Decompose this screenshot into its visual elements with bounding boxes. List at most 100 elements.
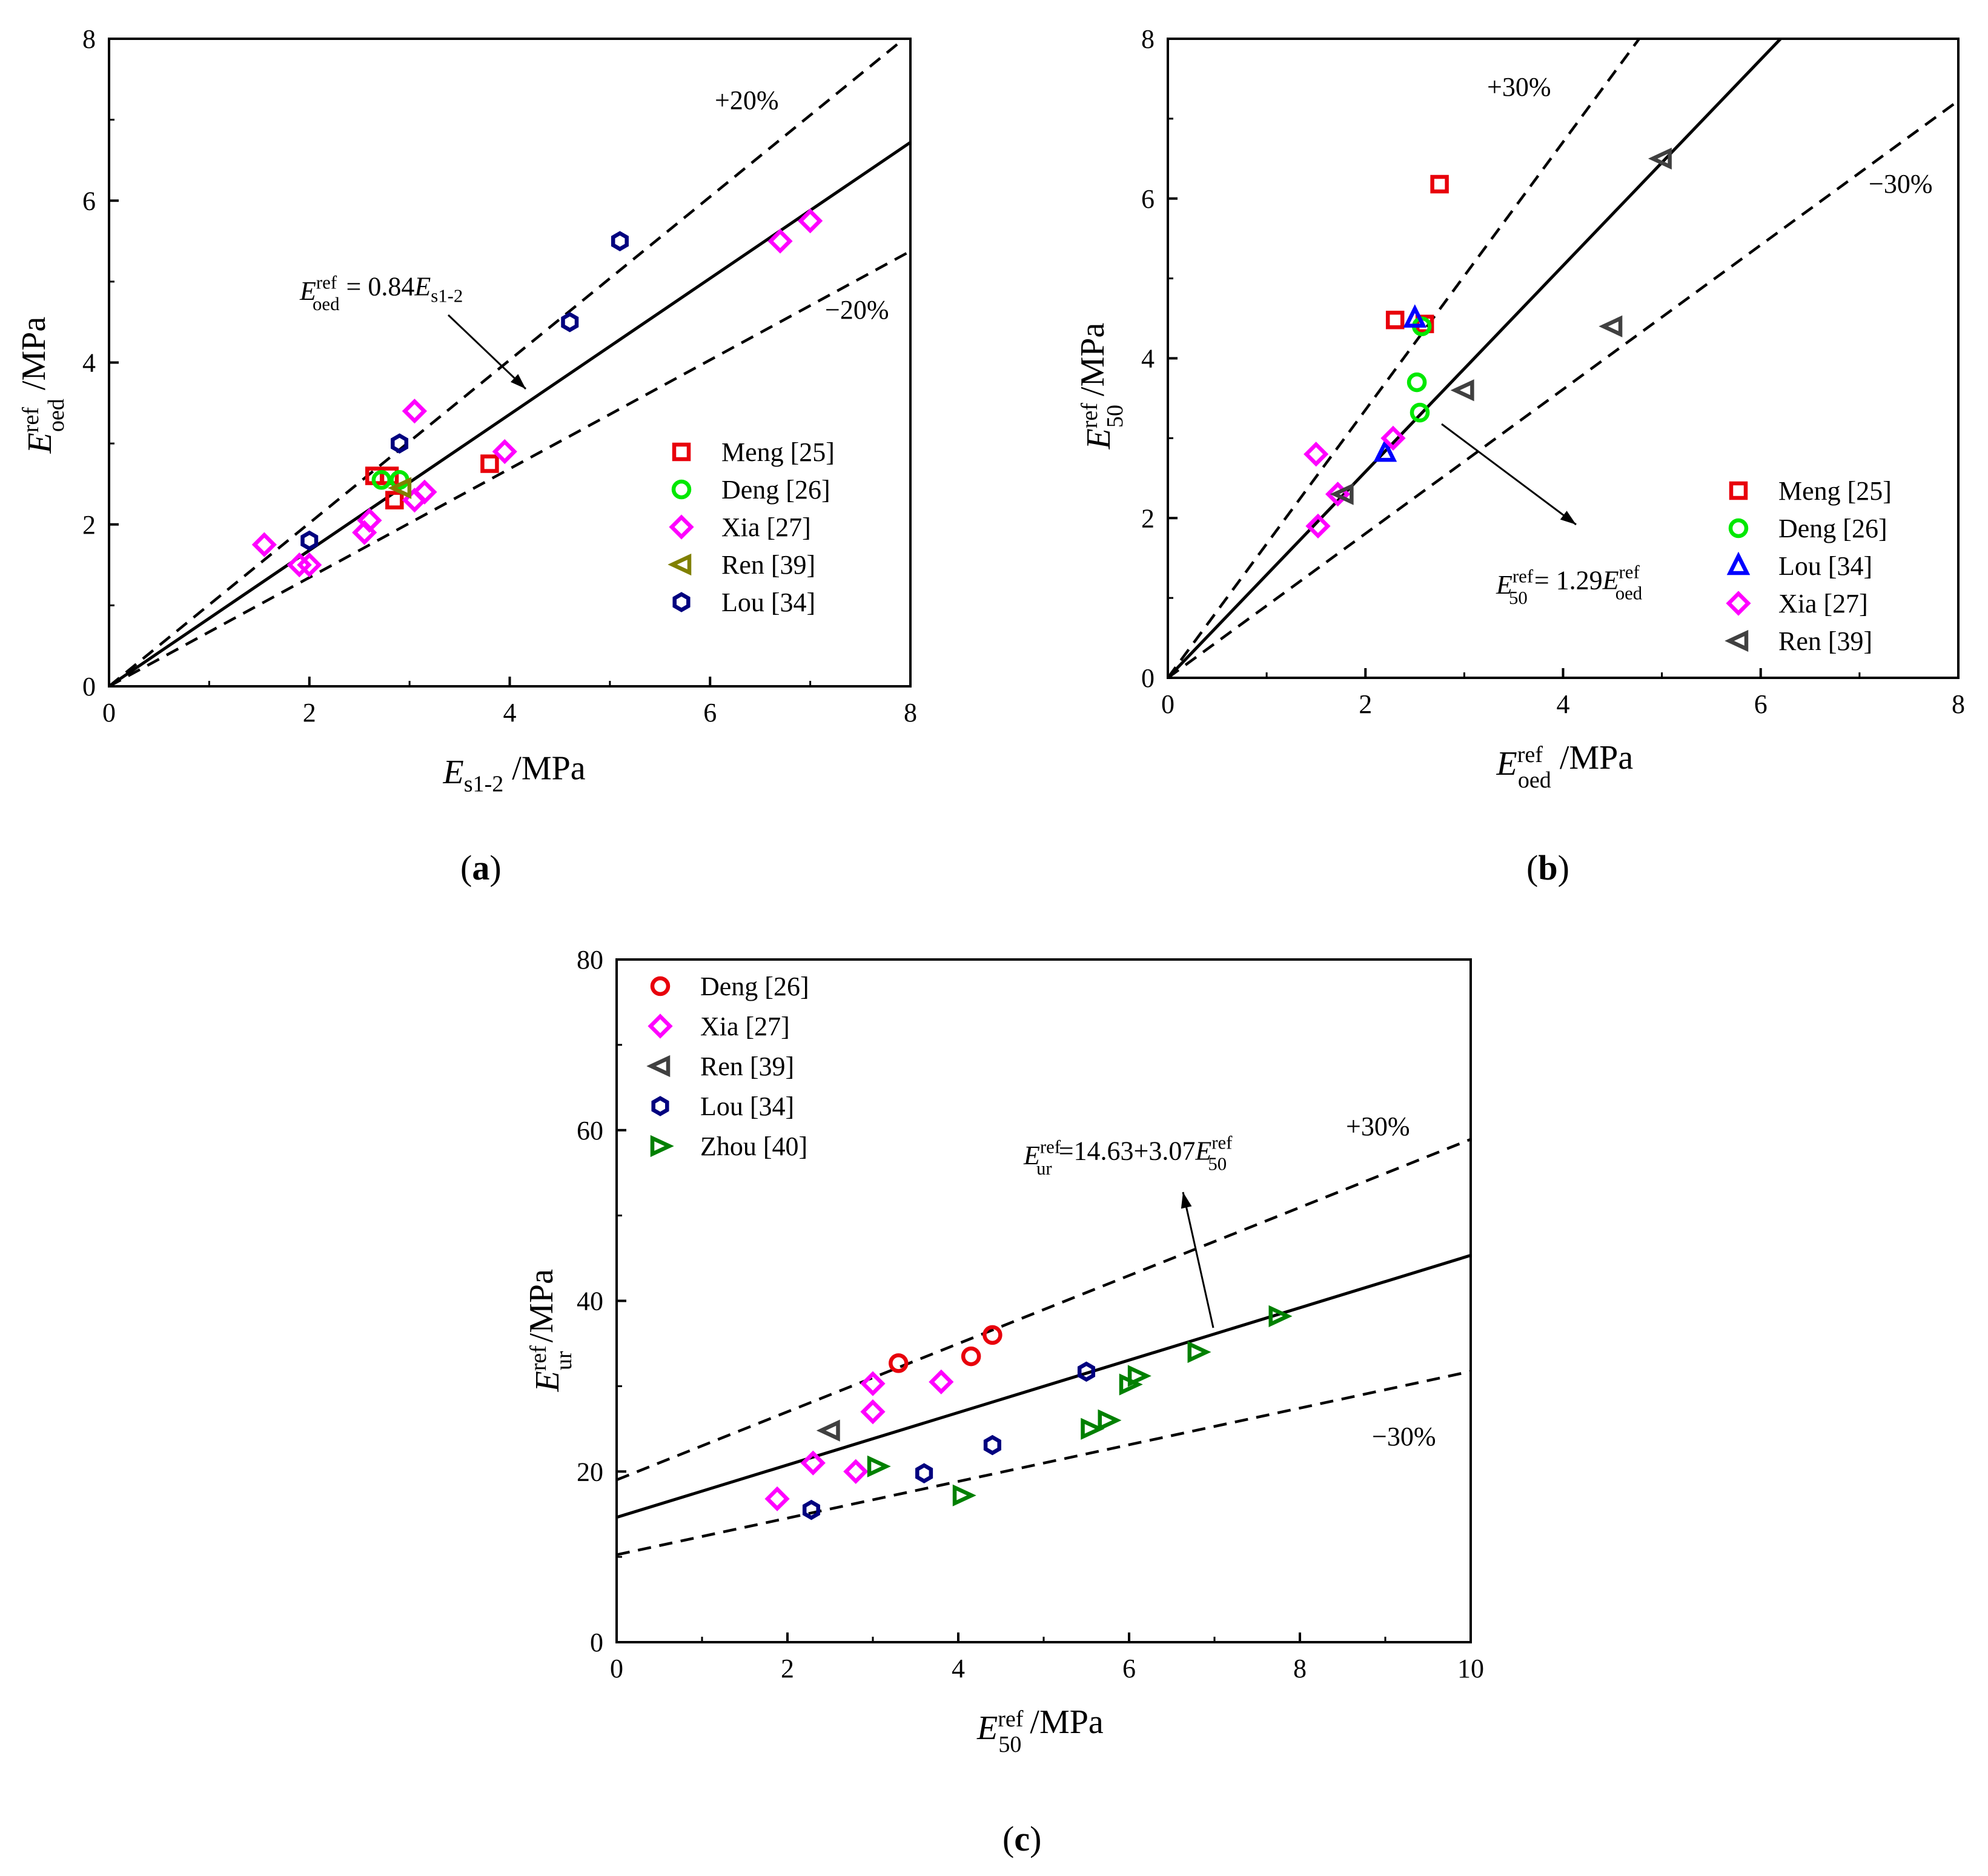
series-xia xyxy=(764,1369,954,1511)
data-point xyxy=(764,1486,790,1511)
series-deng xyxy=(1407,316,1432,423)
x-tick-label: 8 xyxy=(1952,689,1965,719)
fit-lines xyxy=(1168,39,1958,678)
data-point xyxy=(961,1346,981,1367)
y-axis-label: Erefur /MPa xyxy=(523,1269,577,1393)
data-point xyxy=(251,532,277,557)
legend-label: Meng [25] xyxy=(721,437,835,467)
legend-label: Xia [27] xyxy=(721,512,811,542)
series-meng xyxy=(1385,174,1449,334)
data-point xyxy=(391,433,409,454)
data-point xyxy=(860,1371,886,1396)
arrow-shaft xyxy=(1441,423,1577,526)
data-point xyxy=(357,508,382,533)
label-unit: /MPa xyxy=(1074,323,1112,405)
legend-marker xyxy=(650,976,671,996)
arrow-shaft xyxy=(447,314,527,390)
label-sup: ref xyxy=(526,1345,551,1371)
lower-band-label: −30% xyxy=(1372,1422,1436,1451)
legend-marker xyxy=(648,1013,673,1039)
x-tick-label: 6 xyxy=(703,698,717,728)
label-var: E xyxy=(1080,428,1118,449)
data-point xyxy=(371,470,392,490)
x-axis-label: Es1-2 /MPa xyxy=(443,750,586,797)
label-unit: /MPa xyxy=(523,1269,560,1351)
legend-marker xyxy=(672,442,691,462)
x-tick-label: 0 xyxy=(102,698,116,728)
y-tick-label: 60 xyxy=(577,1116,603,1145)
label-sub: s1-2 xyxy=(464,771,504,797)
panel-letter: b xyxy=(1538,848,1557,887)
data-point xyxy=(860,1399,886,1425)
y-tick-label: 40 xyxy=(577,1287,603,1316)
y-axis-label-group: Eref50 /MPa xyxy=(1074,323,1128,450)
legend-marker xyxy=(646,1055,671,1078)
data-point xyxy=(1127,1365,1151,1387)
eq-sup-2: ref xyxy=(1619,562,1640,582)
data-point xyxy=(767,228,793,254)
data-point xyxy=(287,552,312,578)
paren: ( xyxy=(1526,848,1538,887)
series-ren xyxy=(816,1419,840,1442)
upper-band-line xyxy=(109,39,907,686)
x-tick-label: 2 xyxy=(303,698,316,728)
x-tick-label: 8 xyxy=(1293,1654,1307,1683)
label-unit: /MPa xyxy=(1021,1703,1103,1741)
y-axis-label: Eref50 /MPa xyxy=(1074,323,1128,450)
data-point xyxy=(1305,513,1331,539)
eq-var: E xyxy=(1496,570,1513,600)
legend-label: Deng [26] xyxy=(1778,514,1887,543)
eq-var: E xyxy=(299,276,316,306)
arrow-shaft xyxy=(1182,1192,1214,1328)
arrow-head xyxy=(1560,511,1576,525)
data-point xyxy=(1410,402,1430,423)
y-axis-label-group: Erefur /MPa xyxy=(523,1269,577,1393)
label-sup: ref xyxy=(1517,742,1543,767)
eq-var: E xyxy=(1023,1141,1040,1170)
data-point xyxy=(1373,438,1397,462)
data-point xyxy=(1430,174,1449,194)
legend-marker xyxy=(1728,518,1749,539)
panel-letter: a xyxy=(472,848,489,887)
data-point xyxy=(982,1325,1002,1345)
data-point xyxy=(843,1459,869,1484)
eq-sub-2: s1-2 xyxy=(431,286,463,307)
data-point xyxy=(1380,425,1406,451)
label-unit: /MPa xyxy=(15,317,53,399)
label-sup: ref xyxy=(998,1706,1024,1732)
x-tick-label: 4 xyxy=(503,698,517,728)
label-sub: 50 xyxy=(998,1732,1021,1757)
data-point xyxy=(800,1450,826,1476)
eq-var-2: E xyxy=(1194,1136,1211,1166)
y-tick-label: 0 xyxy=(590,1628,603,1657)
data-point xyxy=(611,231,629,251)
label-sub: oed xyxy=(1518,767,1551,793)
y-tick-label: 8 xyxy=(1141,24,1155,54)
x-tick-label: 6 xyxy=(1122,1654,1136,1683)
x-tick-label: 6 xyxy=(1754,689,1768,719)
data-point xyxy=(929,1369,954,1394)
eq-sup-2: ref xyxy=(1211,1132,1233,1153)
x-tick-label: 4 xyxy=(952,1654,965,1683)
paren: ) xyxy=(1030,1819,1041,1858)
y-tick-label: 6 xyxy=(1141,184,1155,214)
upper-band-line xyxy=(1168,39,1641,678)
x-axis-label: Eref oed /MPa xyxy=(1496,739,1634,793)
x-tick-label: 2 xyxy=(781,1654,794,1683)
panel-letter: c xyxy=(1014,1819,1030,1858)
legend-label: Lou [34] xyxy=(721,588,815,617)
eq-var-2: E xyxy=(414,272,431,302)
data-point xyxy=(412,479,437,505)
data-point xyxy=(1330,483,1354,505)
eq-sup: ref xyxy=(316,273,337,293)
legend-marker xyxy=(671,479,692,500)
y-tick-label: 2 xyxy=(1141,503,1155,533)
y-tick-label: 20 xyxy=(577,1457,603,1487)
label-unit: /MPa xyxy=(503,750,585,787)
panel-label: (a) xyxy=(460,848,502,887)
eq-sub-2: 50 xyxy=(1208,1154,1227,1175)
x-tick-label: 2 xyxy=(1359,689,1372,719)
